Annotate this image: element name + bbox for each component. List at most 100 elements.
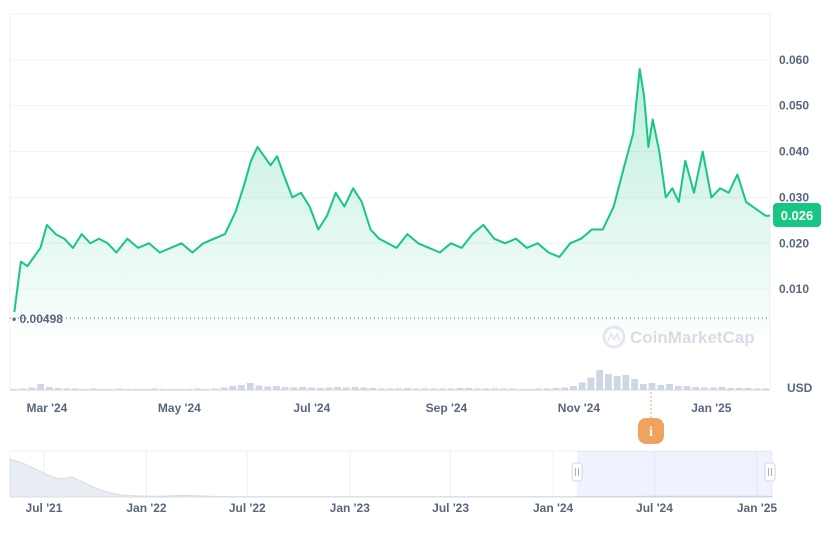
currency-label: USD [787,381,813,395]
volume-bar [185,389,193,390]
volume-bar [299,387,307,390]
y-tick-label: 0.030 [779,190,809,204]
volume-bar [648,383,656,390]
x-axis: Mar '24 May '24 Jul '24 Sep '24 Nov '24 Jan '… [26,401,731,415]
volume-bar [124,389,132,390]
current-price-value: 0.026 [781,208,814,223]
volume-bar [727,388,735,390]
volume-bar [683,386,691,390]
navigator-left-handle[interactable] [571,462,583,482]
navigator-tick-label: Jan '23 [330,501,371,515]
volume-bar [351,387,359,390]
volume-bar [744,388,752,390]
current-price-badge: 0.026 [773,203,821,227]
handle-grip [764,462,776,482]
volume-bar [203,389,210,390]
volume-bar [386,388,394,390]
y-tick-label: 0.050 [779,99,809,113]
volume-bar [45,387,53,390]
y-tick-label: 0.040 [779,145,809,159]
volume-bar [430,388,438,390]
volume-bar [395,388,403,390]
volume-bar [701,387,708,390]
volume-bar [561,387,569,390]
volume-bar [753,388,761,390]
volume-bar [517,389,525,390]
coinmarketcap-logo-icon [602,325,626,349]
volume-bar [229,386,237,390]
x-tick-label: Mar '24 [26,401,67,415]
range-navigator[interactable]: Jul '21 Jan '22 Jul '22 Jan '23 Jul '23 Jan '… [9,450,778,515]
navigator-selection[interactable] [577,451,772,497]
volume-bar [596,370,604,390]
navigator-tick-label: Jul '23 [432,501,469,515]
x-tick-label: Jul '24 [293,401,330,415]
navigator-tick-label: Jan '24 [533,501,574,515]
volume-bar [412,388,420,390]
navigator-tick-label: Jan '25 [737,501,778,515]
volume-bar [439,388,446,390]
volume-bar [273,386,280,390]
navigator-x-axis: Jul '21 Jan '22 Jul '22 Jan '23 Jul '23 Jan '… [26,501,778,515]
volume-bar [500,388,507,390]
volume-bar [709,387,717,390]
watermark-text: CoinMarketCap [630,328,755,347]
volume-bar [456,388,464,390]
volume-bar [342,387,350,390]
coinmarketcap-watermark: CoinMarketCap [602,325,755,349]
volume-bar [535,388,542,390]
volume-bar [666,384,673,390]
volume-bar [491,388,499,390]
volume-bar [281,387,289,390]
volume-bar [290,387,298,390]
start-price-label: • 0.00498 [12,312,63,326]
volume-bar [674,386,682,390]
volume-bar [473,388,481,390]
x-tick-label: Nov '24 [558,401,601,415]
volume-bar [508,388,516,390]
y-tick-label: 0.060 [779,53,809,67]
volume-bar [334,387,341,390]
volume-bar [482,388,490,390]
volume-bar [605,374,612,390]
volume-bar [19,388,27,390]
volume-bar [98,389,106,390]
volume-bar [220,387,228,390]
volume-bar [622,375,630,390]
navigator-tick-label: Jul '22 [229,501,266,515]
navigator-profile [9,458,773,498]
x-tick-label: Sep '24 [426,401,468,415]
volume-bar [587,377,595,390]
volume-bar [63,388,71,390]
navigator-right-handle[interactable] [764,462,776,482]
volume-bar [639,384,647,390]
volume-bar [657,385,665,390]
volume-bar [211,388,219,390]
volume-bars [11,370,769,390]
volume-bar [377,388,385,390]
volume-bar [142,389,149,390]
volume-bar [107,389,114,390]
volume-bar [168,389,175,390]
volume-bar [421,388,429,390]
volume-bar [28,387,36,390]
volume-bar [631,379,638,390]
volume-bar [308,387,315,390]
volume-bar [369,388,376,390]
volume-bar [465,388,472,390]
volume-bar [176,389,184,390]
volume-bar [316,388,324,390]
event-marker[interactable]: i [638,392,664,444]
volume-bar [159,389,167,390]
volume-bar [37,384,44,390]
price-line [13,68,770,313]
volume-bar [325,387,333,390]
navigator-tick-label: Jul '24 [636,501,673,515]
volume-bar [404,388,411,390]
volume-bar [238,385,245,390]
volume-bar [360,387,368,390]
volume-bar [447,388,455,390]
volume-bar [80,389,88,390]
navigator-tick-label: Jul '21 [26,501,63,515]
